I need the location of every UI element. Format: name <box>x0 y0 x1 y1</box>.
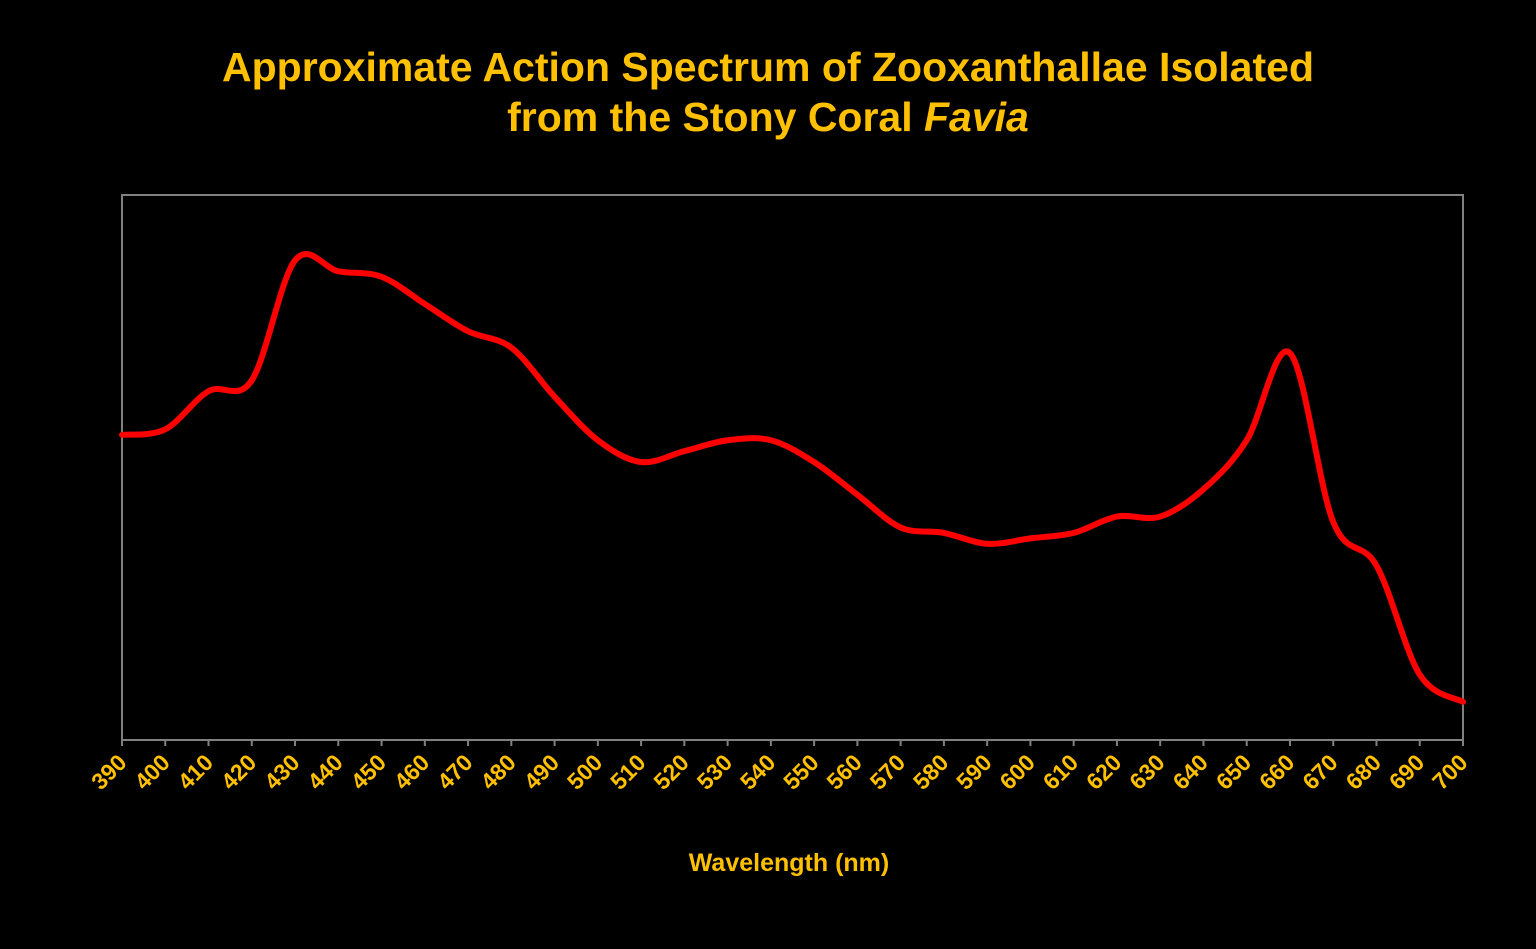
series-line <box>119 251 1466 705</box>
x-tick-label: 450 <box>346 749 392 795</box>
x-tick-label: 480 <box>475 749 521 795</box>
x-tick-label: 470 <box>432 749 478 795</box>
plot-area-border <box>121 194 1464 741</box>
x-tick-label: 520 <box>648 749 694 795</box>
x-tick-label: 700 <box>1427 749 1473 795</box>
x-tick-label: 570 <box>865 749 911 795</box>
chart-title: Approximate Action Spectrum of Zooxantha… <box>0 42 1536 142</box>
x-tick-label: 410 <box>173 749 219 795</box>
x-tick-label: 420 <box>216 749 262 795</box>
x-tick-label: 640 <box>1167 749 1213 795</box>
chart-title-line-2-text: from the Stony Coral <box>507 94 925 140</box>
x-tick-label: 580 <box>908 749 954 795</box>
x-tick-label: 650 <box>1211 749 1257 795</box>
x-axis-title: Wavelength (nm) <box>689 849 889 877</box>
x-tick-label: 430 <box>259 749 305 795</box>
x-tick-label: 500 <box>562 749 608 795</box>
x-axis-tick-labels: 3904004104204304404504604704804905005105… <box>86 749 1473 795</box>
x-tick-label: 620 <box>1081 749 1127 795</box>
chart-title-line-1: Approximate Action Spectrum of Zooxantha… <box>222 44 1314 90</box>
x-tick-label: 490 <box>519 749 565 795</box>
x-tick-label: 510 <box>605 749 651 795</box>
x-tick-label: 630 <box>1124 749 1170 795</box>
x-axis-ticks <box>121 740 1464 746</box>
x-tick-label: 680 <box>1340 749 1386 795</box>
chart-title-genus: Favia <box>924 94 1029 140</box>
x-tick-label: 460 <box>389 749 435 795</box>
x-tick-label: 590 <box>951 749 997 795</box>
x-tick-label: 550 <box>778 749 824 795</box>
x-tick-label: 690 <box>1384 749 1430 795</box>
x-tick-label: 540 <box>735 749 781 795</box>
x-tick-label: 600 <box>994 749 1040 795</box>
x-tick-label: 660 <box>1254 749 1300 795</box>
x-tick-label: 560 <box>821 749 867 795</box>
x-tick-label: 610 <box>1038 749 1084 795</box>
chart-title-line-2: from the Stony Coral Favia <box>0 92 1536 142</box>
x-tick-label: 440 <box>302 749 348 795</box>
x-tick-label: 530 <box>692 749 738 795</box>
x-tick-label: 400 <box>129 749 175 795</box>
x-tick-label: 670 <box>1297 749 1343 795</box>
x-tick-label: 390 <box>86 749 132 795</box>
